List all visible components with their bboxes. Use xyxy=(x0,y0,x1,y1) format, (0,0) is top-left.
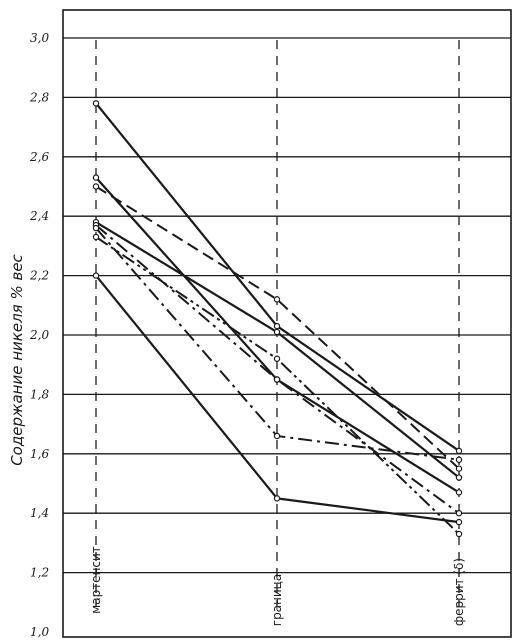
data-point xyxy=(92,233,100,241)
data-point xyxy=(273,322,281,330)
data-point xyxy=(92,272,100,279)
data-point xyxy=(92,183,100,190)
category-label: феррит (δ) xyxy=(452,558,466,626)
y-tick-label: 1,2 xyxy=(30,566,49,580)
y-tick-label: 2,0 xyxy=(29,328,49,342)
data-point xyxy=(455,530,463,538)
y-tick-labels: 1,0 1,2 1,4 1,6 1,8 2,0 2,2 2,4 2,6 2,8 3,0 xyxy=(29,31,49,639)
data-point xyxy=(273,296,281,303)
category-labels: мартенсит граница феррит (δ) xyxy=(89,546,466,626)
data-point xyxy=(92,224,100,232)
data-point xyxy=(455,474,463,481)
plot-frame xyxy=(62,9,512,638)
series-lines xyxy=(92,100,463,538)
y-tick-label: 3,0 xyxy=(30,31,49,45)
y-tick-label: 2,8 xyxy=(29,90,49,104)
category-label: граница xyxy=(270,574,284,626)
series-line xyxy=(95,185,460,470)
y-tick-label: 1,6 xyxy=(30,447,49,461)
y-tick-label: 2,6 xyxy=(29,150,49,164)
data-point xyxy=(92,100,100,107)
data-point xyxy=(273,495,281,502)
data-point xyxy=(273,328,281,336)
data-point xyxy=(455,447,463,455)
category-label: мартенсит xyxy=(89,546,103,614)
y-tick-label: 2,2 xyxy=(29,269,49,283)
y-tick-label: 1,8 xyxy=(30,387,49,401)
grid-lines xyxy=(63,37,511,574)
data-point xyxy=(273,376,281,383)
data-point xyxy=(92,174,100,181)
data-point xyxy=(455,518,463,526)
y-tick-label: 2,4 xyxy=(29,209,49,223)
data-point xyxy=(455,456,463,463)
y-tick-label: 1,4 xyxy=(30,506,49,520)
data-point xyxy=(455,489,463,496)
y-axis-label: Содержание никеля % вес xyxy=(8,253,26,465)
data-point xyxy=(455,465,463,472)
data-point xyxy=(455,510,463,517)
y-tick-label: 1,0 xyxy=(30,625,49,639)
data-point xyxy=(273,432,281,440)
data-point xyxy=(273,355,281,362)
